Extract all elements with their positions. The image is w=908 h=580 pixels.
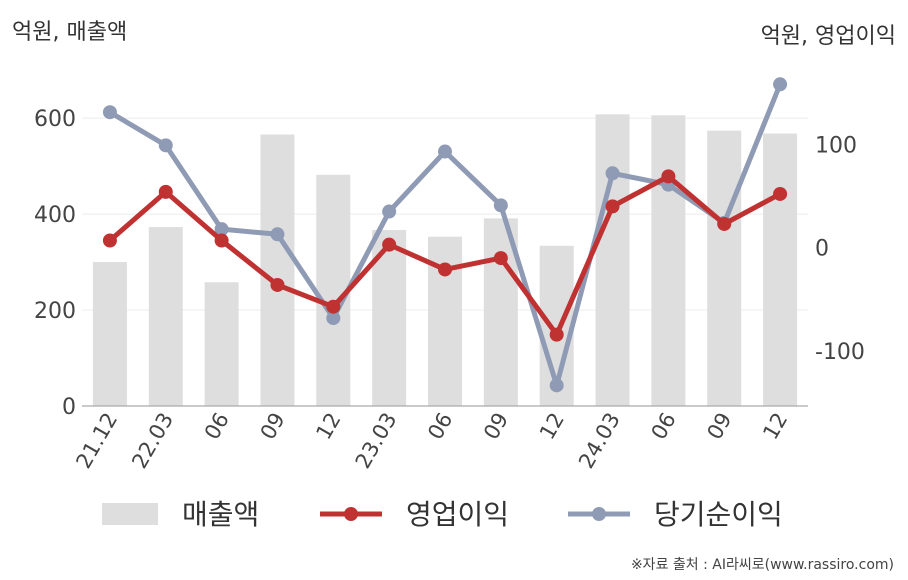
right-tick-label: -100 [815, 340, 865, 365]
data-point [270, 227, 285, 242]
x-axis-ticks: 21.12 22.03 06 09 12 23.03 06 09 12 24.03 06 09 12 [71, 409, 792, 473]
x-tick-label: 09 [256, 409, 290, 444]
bar [148, 227, 183, 406]
data-point [270, 277, 285, 292]
data-point [493, 198, 508, 213]
right-tick-label: 100 [815, 133, 857, 158]
bar [707, 130, 742, 407]
x-tick-label: 09 [702, 409, 736, 444]
data-point [326, 311, 341, 326]
x-tick-label: 06 [423, 409, 457, 444]
data-point [605, 199, 620, 214]
legend: 매출액 영업이익 당기순이익 [102, 498, 783, 531]
data-point [214, 222, 229, 237]
bar [763, 133, 798, 406]
data-point [158, 138, 173, 153]
left-axis-ticks: 0 200 400 600 [34, 107, 76, 420]
x-tick-label: 09 [479, 409, 513, 444]
x-tick-label: 23.03 [351, 409, 402, 473]
data-point [102, 105, 117, 120]
data-point [493, 251, 508, 266]
data-point [717, 216, 732, 231]
right-axis-ticks: -100 0 100 [815, 133, 865, 365]
data-point [549, 378, 564, 393]
x-tick-label: 12 [311, 409, 345, 444]
data-point [438, 262, 452, 277]
data-point [158, 184, 173, 199]
right-axis-unit: 억원, 영업이익 [760, 24, 896, 49]
left-tick-label: 200 [34, 299, 76, 324]
legend-swatch [102, 503, 158, 525]
data-point [382, 237, 397, 252]
data-point [438, 144, 452, 159]
bar [595, 114, 630, 406]
right-tick-label: 0 [815, 237, 829, 262]
legend-marker [344, 507, 358, 521]
left-tick-label: 400 [34, 203, 76, 228]
x-tick-label: 22.03 [127, 409, 178, 473]
bar [92, 262, 127, 406]
data-point [661, 169, 676, 184]
bar [204, 282, 239, 406]
source-note: ※자료 출처 : AI라씨로(www.rassiro.com) [630, 557, 894, 573]
left-axis-unit: 억원, 매출액 [12, 20, 128, 45]
data-point [773, 77, 788, 92]
legend-label: 매출액 [182, 498, 259, 531]
bar [651, 115, 686, 406]
line-series [102, 77, 788, 393]
data-point [382, 204, 397, 219]
bar [260, 134, 295, 406]
data-point [326, 299, 341, 314]
data-point [214, 233, 229, 248]
data-point [102, 233, 117, 248]
bar-series [92, 114, 798, 407]
left-tick-label: 600 [34, 107, 76, 132]
x-tick-label: 06 [200, 409, 234, 444]
x-tick-label: 12 [758, 409, 792, 444]
left-tick-label: 0 [62, 395, 76, 420]
data-point [773, 186, 788, 201]
x-tick-label: 12 [535, 409, 569, 444]
legend-label: 당기순이익 [654, 498, 783, 531]
x-tick-label: 24.03 [574, 409, 625, 473]
x-tick-label: 06 [647, 409, 681, 444]
legend-label: 영업이익 [406, 498, 509, 531]
data-point [605, 166, 620, 181]
data-point [549, 327, 564, 342]
x-tick-label: 21.12 [71, 409, 122, 473]
legend-marker [592, 507, 606, 521]
